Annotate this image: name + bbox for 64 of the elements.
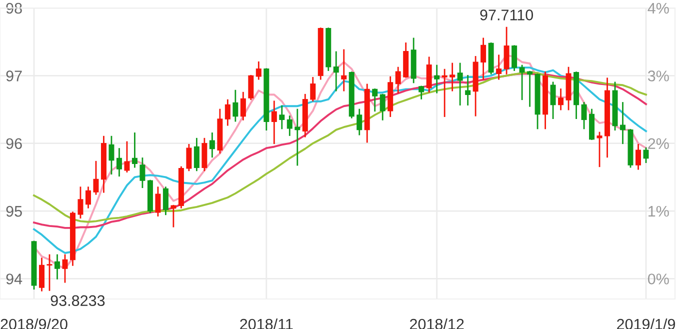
candlestick <box>108 136 114 174</box>
y-tick-label: 94 <box>6 274 22 284</box>
candlestick <box>550 82 556 120</box>
candlestick <box>519 64 525 100</box>
candlestick <box>372 88 378 112</box>
candlestick <box>418 86 424 100</box>
candlestick <box>54 254 60 280</box>
candlestick <box>116 148 122 177</box>
candlestick <box>558 88 564 110</box>
candlestick <box>232 90 238 122</box>
candlestick <box>294 108 300 166</box>
candlestick <box>85 186 91 208</box>
candlestick <box>496 54 502 80</box>
candlestick <box>596 132 602 168</box>
candlestick <box>209 132 215 158</box>
candlestick <box>78 186 84 218</box>
candlestick <box>581 102 587 130</box>
candlestick <box>442 68 448 117</box>
candlestick <box>620 102 626 144</box>
candlestick <box>512 45 518 71</box>
annotation: 93.8233 <box>50 295 105 306</box>
candlestick <box>426 56 432 93</box>
candlestick <box>256 61 262 80</box>
candlestick <box>434 64 440 94</box>
candlestick <box>356 108 362 136</box>
y-tick-label: 97 <box>6 70 22 82</box>
candlestick <box>341 49 347 92</box>
candlestick <box>62 254 68 283</box>
candlestick <box>240 92 246 120</box>
candlestick <box>93 160 99 195</box>
candlestick <box>271 100 277 144</box>
y2-tick-label: 0% <box>648 274 669 284</box>
y2-tick-label: 3% <box>648 70 669 82</box>
candlestick <box>333 51 339 92</box>
candlestick <box>465 74 471 106</box>
candlestick <box>224 99 230 126</box>
candlestick <box>140 158 146 188</box>
candlestick <box>46 254 52 291</box>
annotation: 97.7110 <box>480 10 534 20</box>
candlestick <box>636 144 642 170</box>
candlestick <box>162 186 168 216</box>
candlestick <box>286 116 292 136</box>
candlestick <box>132 132 138 168</box>
candlestick <box>194 138 200 172</box>
candlestick <box>395 66 401 94</box>
candlestick <box>380 94 386 120</box>
y-tick-label: 96 <box>6 138 22 150</box>
candlestick <box>170 204 176 228</box>
candlestick <box>155 186 161 216</box>
candlestick <box>124 141 130 172</box>
candlestick <box>186 144 192 172</box>
y2-tick-label: 1% <box>648 206 669 217</box>
candlestick <box>480 38 486 80</box>
candlestick <box>450 62 456 92</box>
candlestick <box>248 74 254 100</box>
candlestick <box>310 77 316 102</box>
candlestick <box>527 70 533 107</box>
candlestick <box>38 258 44 292</box>
y2-tick-label: 4% <box>648 2 669 14</box>
candlestick <box>457 62 463 106</box>
y-tick-label: 95 <box>6 206 22 217</box>
candlestick <box>504 26 510 74</box>
y2-tick-label: 2% <box>648 138 669 149</box>
candlestick <box>279 105 285 130</box>
